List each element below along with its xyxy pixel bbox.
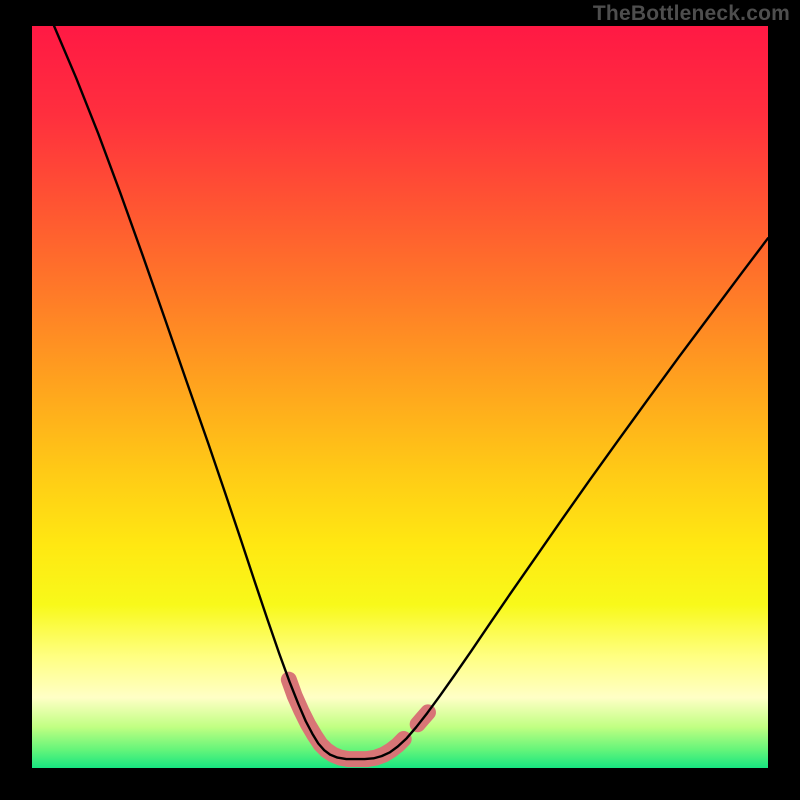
gradient-plot-area [32,26,768,768]
bottleneck-chart-svg [0,0,800,800]
chart-stage: TheBottleneck.com [0,0,800,800]
watermark-text: TheBottleneck.com [593,2,790,26]
